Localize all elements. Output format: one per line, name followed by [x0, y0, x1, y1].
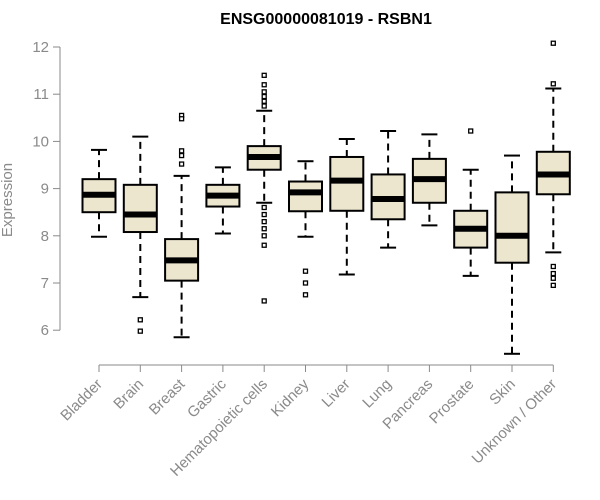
outlier-point: [137, 328, 143, 334]
y-tick-label: 11: [33, 86, 49, 103]
outlier-point: [550, 40, 556, 46]
outlier-point: [261, 218, 267, 225]
box-prostate: [453, 128, 489, 277]
x-tick-label: Bladder: [57, 376, 106, 425]
outlier-point: [550, 275, 556, 281]
outlier-point: [178, 116, 185, 122]
x-tick-label: Prostate: [426, 376, 478, 428]
box-breast: [164, 112, 200, 339]
y-axis-label: Expression: [0, 163, 16, 237]
box-kidney: [288, 160, 323, 298]
outlier-point: [302, 268, 309, 274]
outlier-point: [302, 292, 309, 298]
y-tick-label: 12: [32, 39, 49, 56]
outlier-point: [302, 280, 309, 286]
outlier-point: [178, 152, 185, 159]
outlier-point: [261, 89, 267, 95]
y-tick-label: 10: [32, 133, 49, 150]
outlier-point: [261, 226, 267, 232]
x-tick-label: Brain: [110, 376, 147, 413]
outlier-point: [178, 161, 185, 167]
outlier-point: [261, 82, 267, 88]
outlier-point: [261, 98, 267, 104]
box-body: [494, 191, 530, 264]
box-brain: [122, 135, 158, 334]
box-lung: [370, 130, 406, 249]
box-skin: [494, 154, 530, 355]
outlier-point: [261, 72, 267, 78]
y-tick-label: 8: [41, 228, 49, 245]
box-body: [329, 155, 365, 212]
outlier-point: [261, 93, 267, 100]
chart-title: ENSG00000081019 - RSBN1: [220, 11, 432, 28]
box-series: [81, 40, 571, 355]
outlier-point: [178, 148, 185, 154]
x-tick-label: Breast: [146, 375, 189, 418]
box-unknown-other: [535, 40, 571, 289]
y-tick-label: 6: [41, 322, 49, 339]
outlier-point: [261, 211, 267, 218]
box-body: [122, 183, 158, 234]
box-liver: [329, 138, 365, 276]
outlier-point: [261, 204, 267, 211]
outlier-point: [550, 282, 556, 289]
box-body: [288, 180, 323, 213]
outlier-point: [261, 233, 267, 239]
outlier-point: [550, 263, 556, 270]
x-tick-label: Kidney: [268, 375, 313, 420]
outlier-point: [261, 103, 267, 109]
outlier-point: [137, 317, 143, 323]
y-axis: 6 7 8 9 10 11 12: [32, 39, 61, 339]
outlier-point: [550, 81, 556, 87]
outlier-point: [261, 242, 267, 248]
x-tick-label: Liver: [319, 376, 354, 411]
box-gastric: [205, 166, 241, 235]
outlier-point: [261, 298, 267, 304]
outlier-point: [550, 270, 556, 277]
x-tick-label: Lung: [359, 376, 395, 412]
box-pancreas: [411, 133, 447, 227]
outlier-point: [468, 128, 474, 134]
y-tick-label: 7: [41, 275, 49, 292]
box-hematopoietic-cells: [246, 72, 282, 304]
x-tick-label: Skin: [486, 376, 519, 409]
y-tick-label: 9: [41, 181, 49, 198]
box-bladder: [81, 148, 117, 238]
